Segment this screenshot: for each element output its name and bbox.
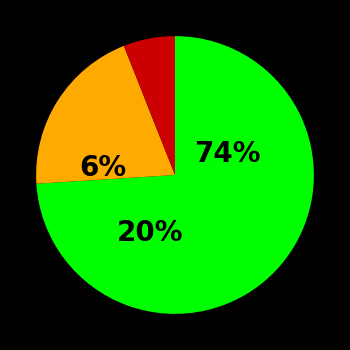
Text: 20%: 20% xyxy=(117,219,183,247)
Wedge shape xyxy=(36,46,175,184)
Wedge shape xyxy=(36,36,314,314)
Text: 74%: 74% xyxy=(195,140,261,168)
Text: 6%: 6% xyxy=(79,154,126,182)
Wedge shape xyxy=(124,36,175,175)
